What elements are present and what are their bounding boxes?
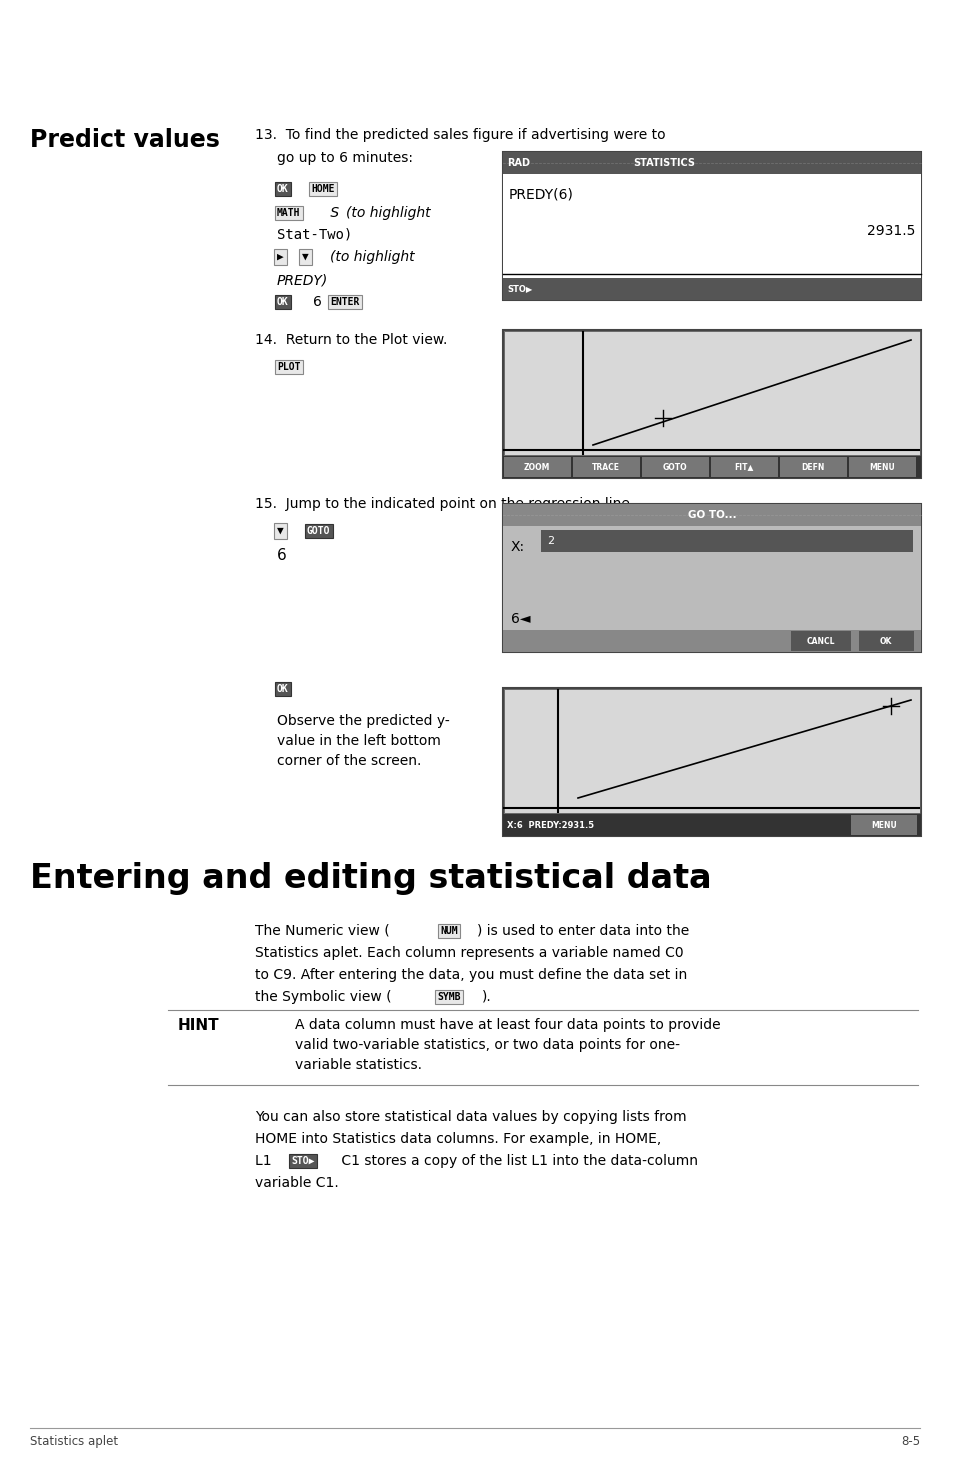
Text: ▼: ▼: [276, 526, 283, 536]
Text: go up to 6 minutes:: go up to 6 minutes:: [276, 151, 413, 165]
Bar: [858, 631, 913, 651]
Bar: [502, 504, 920, 526]
Text: S: S: [326, 206, 343, 220]
Text: STO▶: STO▶: [506, 284, 532, 293]
Bar: [540, 530, 912, 552]
Bar: [502, 455, 920, 479]
Bar: [502, 278, 920, 300]
Text: OK: OK: [276, 184, 289, 195]
Text: ZOOM: ZOOM: [523, 463, 550, 471]
Text: HINT: HINT: [178, 1017, 219, 1034]
Text: 2931.5: 2931.5: [865, 224, 914, 239]
Bar: [503, 690, 919, 813]
Text: C1 stores a copy of the list L1 into the data-column: C1 stores a copy of the list L1 into the…: [336, 1154, 698, 1168]
Bar: [790, 631, 850, 651]
Bar: [502, 630, 920, 651]
Text: 8-5: 8-5: [900, 1435, 919, 1448]
Text: SYMB: SYMB: [436, 993, 460, 1001]
Text: corner of the screen.: corner of the screen.: [276, 754, 421, 769]
Text: PREDY(6): PREDY(6): [509, 187, 574, 201]
Text: the Symbolic view (: the Symbolic view (: [254, 990, 392, 1004]
Text: Statistics aplet. Each column represents a variable named C0: Statistics aplet. Each column represents…: [254, 946, 683, 960]
Bar: [502, 152, 920, 174]
Text: ENTER: ENTER: [330, 297, 359, 307]
Text: STATISTICS: STATISTICS: [633, 158, 695, 168]
Bar: [780, 457, 846, 477]
Text: DEFN: DEFN: [801, 463, 823, 471]
Bar: [573, 457, 639, 477]
Text: 14.  Return to the Plot view.: 14. Return to the Plot view.: [254, 332, 447, 347]
Text: FIT▲: FIT▲: [734, 463, 753, 471]
Bar: [502, 688, 920, 836]
Text: NUM: NUM: [439, 927, 457, 935]
Bar: [850, 815, 916, 834]
Text: value in the left bottom: value in the left bottom: [276, 733, 440, 748]
Text: (to highlight: (to highlight: [346, 206, 430, 220]
Bar: [502, 526, 920, 630]
Bar: [502, 152, 920, 300]
Text: A data column must have at least four data points to provide: A data column must have at least four da…: [294, 1017, 720, 1032]
Text: Entering and editing statistical data: Entering and editing statistical data: [30, 862, 711, 895]
Text: ▶: ▶: [276, 252, 283, 262]
Text: 6: 6: [313, 296, 321, 309]
Text: GO TO...: GO TO...: [687, 509, 736, 520]
Text: OK: OK: [276, 684, 289, 694]
Bar: [641, 457, 708, 477]
Text: ▼: ▼: [302, 252, 309, 262]
Text: MENU: MENU: [870, 820, 896, 830]
Text: MENU: MENU: [868, 463, 894, 471]
Bar: [502, 814, 920, 836]
Bar: [503, 331, 919, 455]
Text: You can also store statistical data values by copying lists from: You can also store statistical data valu…: [254, 1110, 686, 1124]
Bar: [502, 329, 920, 479]
Text: Statistics aplet: Statistics aplet: [30, 1435, 118, 1448]
Text: ).: ).: [481, 990, 491, 1004]
Text: 2: 2: [546, 536, 554, 546]
Text: X:: X:: [511, 540, 524, 553]
Text: X:6  PREDY:2931.5: X:6 PREDY:2931.5: [506, 820, 594, 830]
Text: 15.  Jump to the indicated point on the regression line.: 15. Jump to the indicated point on the r…: [254, 496, 634, 511]
Text: Predict values: Predict values: [30, 127, 219, 152]
Text: 6: 6: [276, 548, 287, 564]
Text: PREDY): PREDY): [276, 272, 328, 287]
Text: HOME into Statistics data columns. For example, in HOME,: HOME into Statistics data columns. For e…: [254, 1132, 660, 1146]
Text: Stat-Two): Stat-Two): [276, 228, 352, 242]
Text: 13.  To find the predicted sales figure if advertising were to: 13. To find the predicted sales figure i…: [254, 127, 665, 142]
Bar: [502, 174, 920, 278]
Text: 6◄: 6◄: [511, 612, 530, 627]
Text: ) is used to enter data into the: ) is used to enter data into the: [476, 924, 688, 938]
Text: RAD: RAD: [506, 158, 530, 168]
Text: variable C1.: variable C1.: [254, 1176, 338, 1190]
Text: OK: OK: [276, 297, 289, 307]
Text: OK: OK: [879, 637, 891, 646]
Text: valid two-variable statistics, or two data points for one-: valid two-variable statistics, or two da…: [294, 1038, 679, 1053]
Bar: [502, 504, 920, 651]
Text: GOTO: GOTO: [662, 463, 686, 471]
Text: Observe the predicted y-: Observe the predicted y-: [276, 714, 449, 728]
Text: GOTO: GOTO: [307, 526, 330, 536]
Text: L1: L1: [254, 1154, 275, 1168]
Text: (to highlight: (to highlight: [330, 250, 415, 264]
Text: CANCL: CANCL: [806, 637, 835, 646]
Bar: [503, 457, 571, 477]
Text: HOME: HOME: [311, 184, 335, 195]
Text: The Numeric view (: The Numeric view (: [254, 924, 390, 938]
Bar: [710, 457, 778, 477]
Text: variable statistics.: variable statistics.: [294, 1058, 421, 1072]
Text: MATH: MATH: [276, 208, 300, 218]
Text: TRACE: TRACE: [592, 463, 619, 471]
Bar: [848, 457, 915, 477]
Text: STO▶: STO▶: [291, 1157, 314, 1165]
Text: to C9. After entering the data, you must define the data set in: to C9. After entering the data, you must…: [254, 968, 686, 982]
Text: PLOT: PLOT: [276, 362, 300, 372]
